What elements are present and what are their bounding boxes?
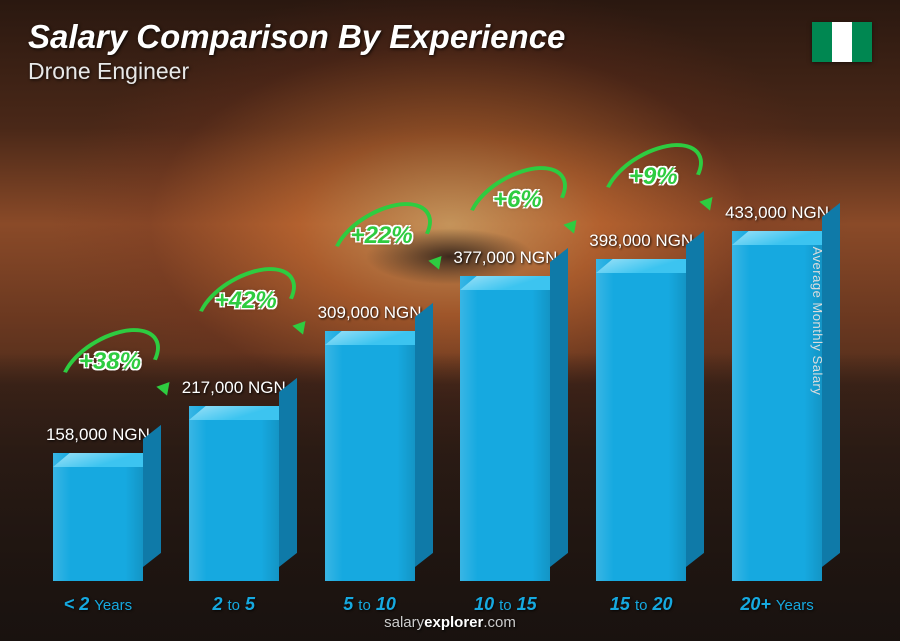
category-label: 5 to 10 <box>343 594 396 615</box>
pct-text: +38% <box>79 348 141 376</box>
pct-text: +22% <box>351 222 413 250</box>
bar-group: 158,000 NGN< 2 Years <box>30 425 166 581</box>
flag-stripe-left <box>812 22 832 62</box>
bar-group: 217,000 NGN2 to 5 <box>166 378 302 581</box>
pct-text: +9% <box>629 163 678 191</box>
bar-side-face <box>686 231 704 567</box>
bar <box>732 231 822 581</box>
bar-value-label: 398,000 NGN <box>589 231 693 251</box>
bar-side-face <box>143 425 161 567</box>
bar <box>53 453 143 581</box>
flag-stripe-center <box>832 22 852 62</box>
pct-increase: +9% <box>593 147 713 207</box>
bar-group: 398,000 NGN15 to 20 <box>573 231 709 581</box>
pct-increase: +6% <box>457 170 577 230</box>
bar-value-label: 433,000 NGN <box>725 203 829 223</box>
y-axis-label: Average Monthly Salary <box>810 246 825 395</box>
bar <box>189 406 279 581</box>
bar <box>596 259 686 581</box>
pct-increase: +38% <box>50 332 170 392</box>
page-subtitle: Drone Engineer <box>28 58 565 85</box>
footer-bold: explorer <box>424 614 483 631</box>
bar-group: 377,000 NGN10 to 15 <box>437 248 573 581</box>
category-label: 10 to 15 <box>474 594 537 615</box>
bar-front-face <box>53 453 143 581</box>
bar-side-face <box>415 303 433 567</box>
bar-side-face <box>550 248 568 567</box>
bar-value-label: 309,000 NGN <box>318 303 422 323</box>
page-title: Salary Comparison By Experience <box>28 18 565 56</box>
bar-front-face <box>732 231 822 581</box>
bar-front-face <box>189 406 279 581</box>
bar <box>460 276 550 581</box>
category-label: 2 to 5 <box>212 594 255 615</box>
bar-front-face <box>596 259 686 581</box>
bar-value-label: 217,000 NGN <box>182 378 286 398</box>
footer-prefix: salary <box>384 614 424 631</box>
header: Salary Comparison By Experience Drone En… <box>28 18 565 85</box>
footer-attribution: salaryexplorer.com <box>0 614 900 631</box>
bar-value-label: 377,000 NGN <box>453 248 557 268</box>
bar-side-face <box>279 378 297 567</box>
flag-stripe-right <box>852 22 872 62</box>
category-label: 20+ Years <box>740 594 813 615</box>
bar-front-face <box>460 276 550 581</box>
footer-suffix: .com <box>483 614 516 631</box>
pct-text: +42% <box>215 287 277 315</box>
bar-front-face <box>325 331 415 581</box>
pct-text: +6% <box>493 186 542 214</box>
category-label: 15 to 20 <box>610 594 673 615</box>
pct-increase: +22% <box>322 206 442 266</box>
bar-group: 309,000 NGN5 to 10 <box>302 303 438 581</box>
bar-value-label: 158,000 NGN <box>46 425 150 445</box>
category-label: < 2 Years <box>64 594 132 615</box>
nigeria-flag-icon <box>812 22 872 62</box>
bar <box>325 331 415 581</box>
pct-increase: +42% <box>186 271 306 331</box>
